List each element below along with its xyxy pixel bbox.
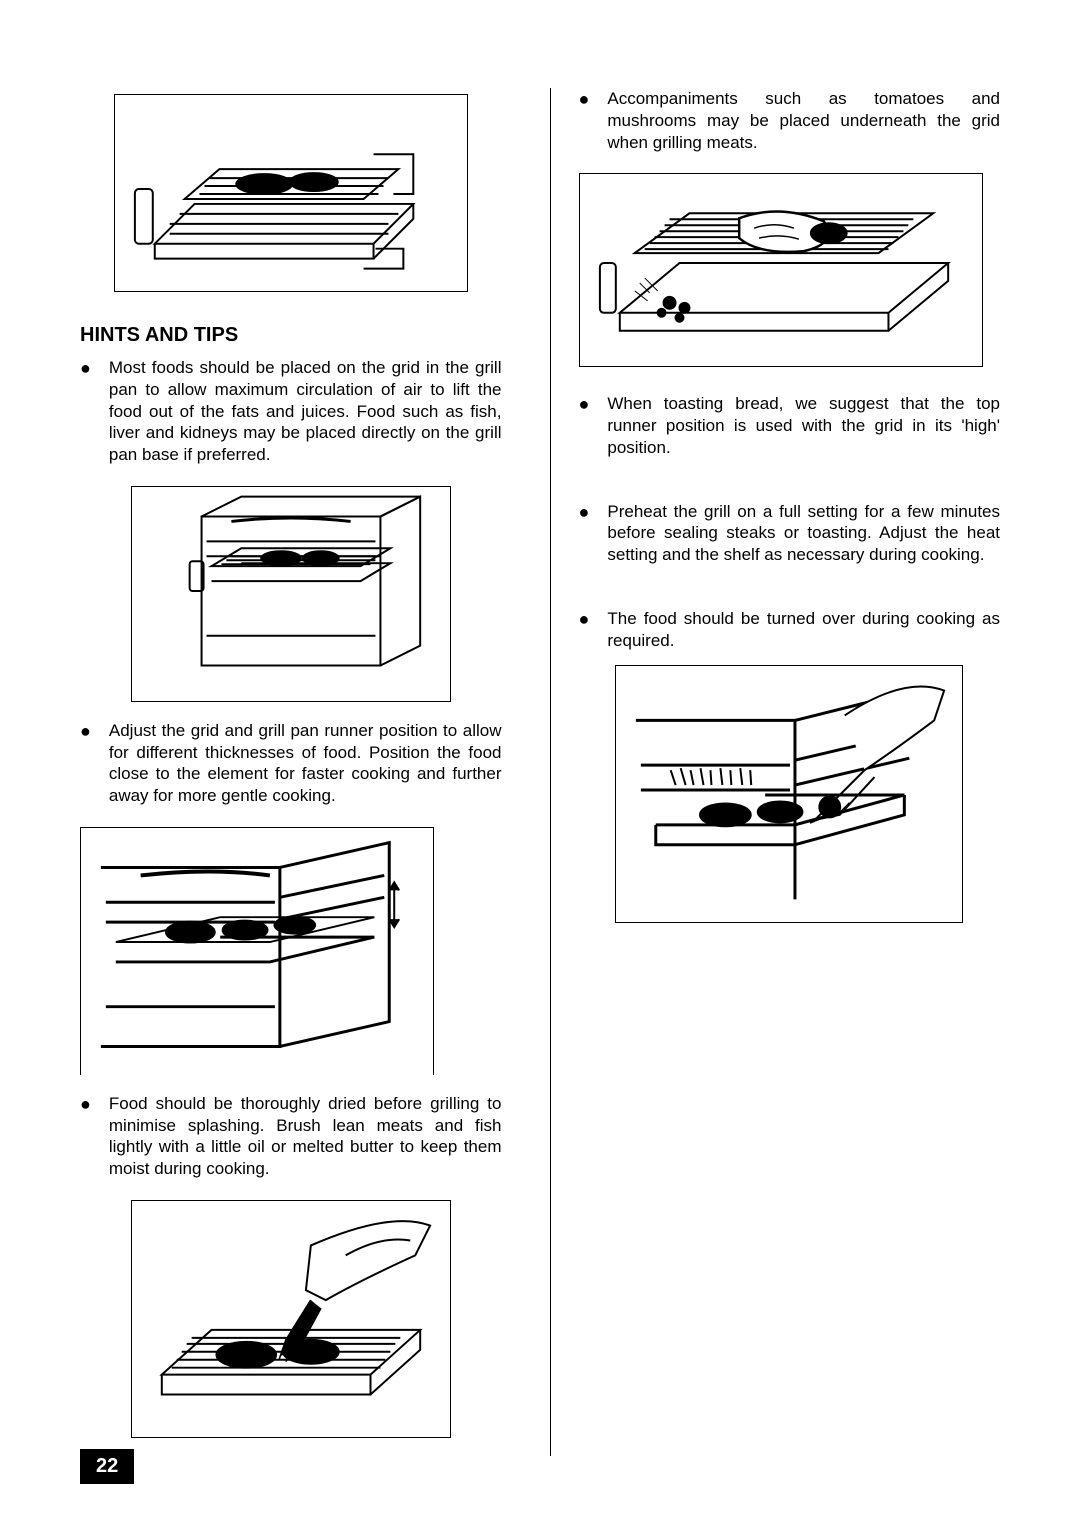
bullet-text: When toasting bread, we suggest that the… xyxy=(607,393,1000,458)
bullet-text: Adjust the grid and grill pan runner pos… xyxy=(109,720,502,807)
bullet-item: ● Most foods should be placed on the gri… xyxy=(80,357,502,466)
bullet-icon: ● xyxy=(579,501,590,523)
bullet-item: ● When toasting bread, we suggest that t… xyxy=(579,393,1001,458)
bullet-text: Preheat the grill on a full setting for … xyxy=(607,501,1000,566)
left-column: HINTS AND TIPS ● Most foods should be pl… xyxy=(80,88,502,1456)
bullet-text: Food should be thoroughly dried before g… xyxy=(109,1093,502,1180)
bullet-text: The food should be turned over during co… xyxy=(607,608,1000,652)
section-heading: HINTS AND TIPS xyxy=(80,324,502,347)
bullet-icon: ● xyxy=(579,88,590,110)
bullet-item: ● Food should be thoroughly dried before… xyxy=(80,1093,502,1180)
figure-grill-pan-grid xyxy=(114,94,468,292)
bullet-item: ● Preheat the grill on a full setting fo… xyxy=(579,501,1001,566)
bullet-item: ● Accompaniments such as tomatoes and mu… xyxy=(579,88,1001,153)
figure-brushing-food xyxy=(131,1200,451,1438)
figure-adjust-position xyxy=(80,827,434,1075)
bullet-item: ● Adjust the grid and grill pan runner p… xyxy=(80,720,502,807)
figure-oven-interior xyxy=(131,486,451,702)
bullet-text: Accompaniments such as tomatoes and mush… xyxy=(607,88,1000,153)
bullet-icon: ● xyxy=(579,608,590,630)
bullet-icon: ● xyxy=(80,357,91,379)
bullet-item: ● The food should be turned over during … xyxy=(579,608,1001,652)
two-column-layout: HINTS AND TIPS ● Most foods should be pl… xyxy=(80,88,1000,1456)
figure-meat-vegetables xyxy=(579,173,983,367)
bullet-icon: ● xyxy=(80,1093,91,1115)
figure-turning-food xyxy=(615,665,963,923)
bullet-icon: ● xyxy=(579,393,590,415)
bullet-icon: ● xyxy=(80,720,91,742)
bullet-text: Most foods should be placed on the grid … xyxy=(109,357,502,466)
page-number: 22 xyxy=(80,1449,134,1484)
right-column: ● Accompaniments such as tomatoes and mu… xyxy=(550,88,1001,1456)
